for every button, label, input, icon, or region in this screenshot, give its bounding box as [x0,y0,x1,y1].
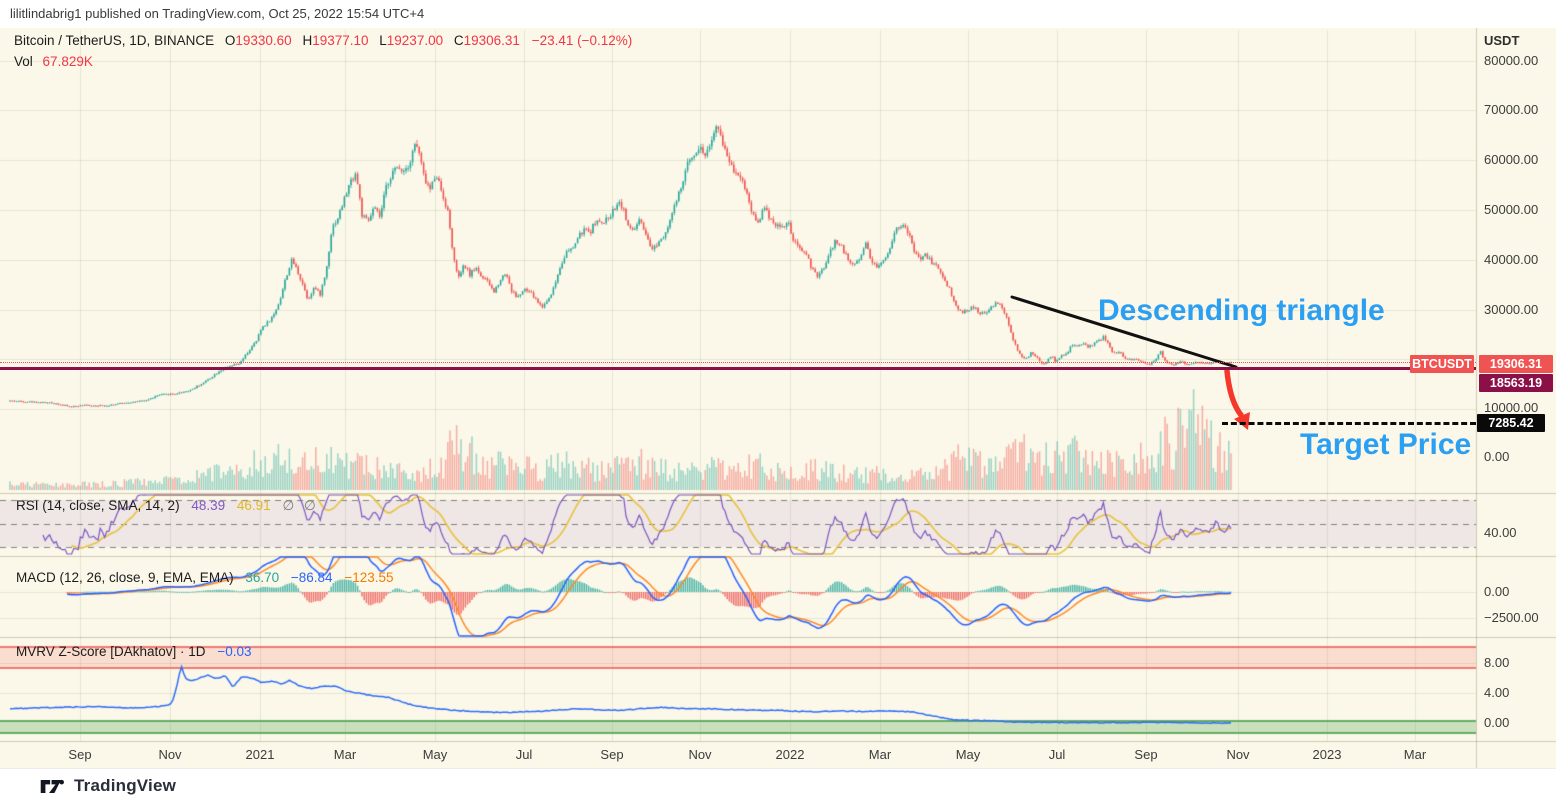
macd-label: MACD (12, 26, close, 9, EMA, EMA) [16,570,234,585]
support-line [0,367,1476,370]
axis-tick-label: 4.00 [1484,685,1510,700]
time-tick-label: Jul [1048,747,1066,762]
ohlc-high-key: H [302,33,313,48]
ohlc-open-value: 19330.60 [235,33,292,48]
time-tick-label: Mar [333,747,357,762]
rsi-sma-value: 46.91 [236,498,271,513]
axis-tick-label: 0.00 [1484,449,1510,464]
symbol-legend: Bitcoin / TetherUS, 1D, BINANCE O19330.6… [14,33,632,48]
time-tick-label: Nov [688,747,712,762]
axis-tick-label: 50000.00 [1484,202,1539,217]
publish-line: lilitlindabrig1 published on TradingView… [10,6,425,21]
mvrv-value: −0.03 [217,644,252,659]
axis-tick-label: 70000.00 [1484,102,1539,117]
target-price-line [1222,422,1476,425]
ohlc-low-value: 19237.00 [386,33,444,48]
target-price-label: Target Price [1300,428,1472,461]
axis-tick-label: 8.00 [1484,655,1510,670]
tradingview-logo-icon [40,779,64,793]
time-tick-label: Sep [1134,747,1158,762]
time-tick-label: Jul [515,747,533,762]
macd-hist-value: 36.70 [245,570,280,585]
mvrv-legend: MVRV Z-Score [DAkhatov] · 1D −0.03 [16,644,252,659]
axis-tick-label: 30000.00 [1484,302,1539,317]
ohlc-high-value: 19377.10 [312,33,369,48]
macd-legend: MACD (12, 26, close, 9, EMA, EMA) 36.70 … [16,570,394,585]
support-price-tag: 18563.19 [1479,374,1553,392]
time-tick-label: Mar [1403,747,1427,762]
rsi-legend: RSI (14, close, SMA, 14, 2) 48.39 46.91 … [16,498,316,514]
ohlc-open-key: O [224,33,236,48]
time-tick-label: Sep [68,747,92,762]
axis-tick-label: 40000.00 [1484,252,1539,267]
volume-legend: Vol 67.829K [14,54,93,69]
time-tick-label: Sep [600,747,624,762]
currency-label: USDT [1484,33,1520,48]
axis-tick-label: 0.00 [1484,715,1510,730]
macd-signal-value: −123.55 [344,570,394,585]
time-tick-label: Mar [868,747,892,762]
axis-tick-label: 60000.00 [1484,152,1539,167]
ticker-tag: BTCUSDT [1410,355,1474,373]
time-tick-label: May [955,747,981,762]
rsi-label: RSI (14, close, SMA, 14, 2) [16,498,180,513]
ohlc-low-key: L [379,33,387,48]
time-tick-label: 2023 [1312,747,1342,762]
change-value: −23.41 (−0.12%) [531,33,633,48]
rsi-value: 48.39 [191,498,226,513]
rsi-empty-2: ∅ [303,498,316,513]
volume-value: 67.829K [42,54,93,69]
macd-line-value: −86.84 [290,570,333,585]
time-tick-label: May [422,747,448,762]
axis-tick-label: 10000.00 [1484,400,1539,415]
descending-triangle-label: Descending triangle [1098,294,1385,327]
volume-label: Vol [14,54,33,69]
target-price-tag: 7285.42 [1477,414,1545,432]
time-tick-label: Nov [1226,747,1250,762]
tradingview-logo[interactable]: TradingView [40,776,176,796]
publish-info-bar: lilitlindabrig1 published on TradingView… [0,0,1556,28]
rsi-empty-1: ∅ [282,498,295,513]
time-tick-label: 2021 [245,747,275,762]
ohlc-close-value: 19306.31 [463,33,520,48]
time-tick-label: Nov [158,747,182,762]
last-price-tag: 19306.31 [1479,355,1553,373]
mvrv-label: MVRV Z-Score [DAkhatov] · 1D [16,644,206,659]
symbol-title: Bitcoin / TetherUS, 1D, BINANCE [14,33,215,48]
chart-canvas[interactable] [0,28,1556,768]
footer-bar: TradingView [0,768,1556,804]
axis-tick-label: 0.00 [1484,584,1510,599]
axis-tick-label: 80000.00 [1484,53,1539,68]
last-price-line [0,362,1476,363]
tradingview-logo-text: TradingView [74,776,177,795]
axis-tick-label: 40.00 [1484,525,1517,540]
time-tick-label: 2022 [775,747,805,762]
axis-tick-label: −2500.00 [1484,610,1539,625]
ohlc-close-key: C [453,33,464,48]
